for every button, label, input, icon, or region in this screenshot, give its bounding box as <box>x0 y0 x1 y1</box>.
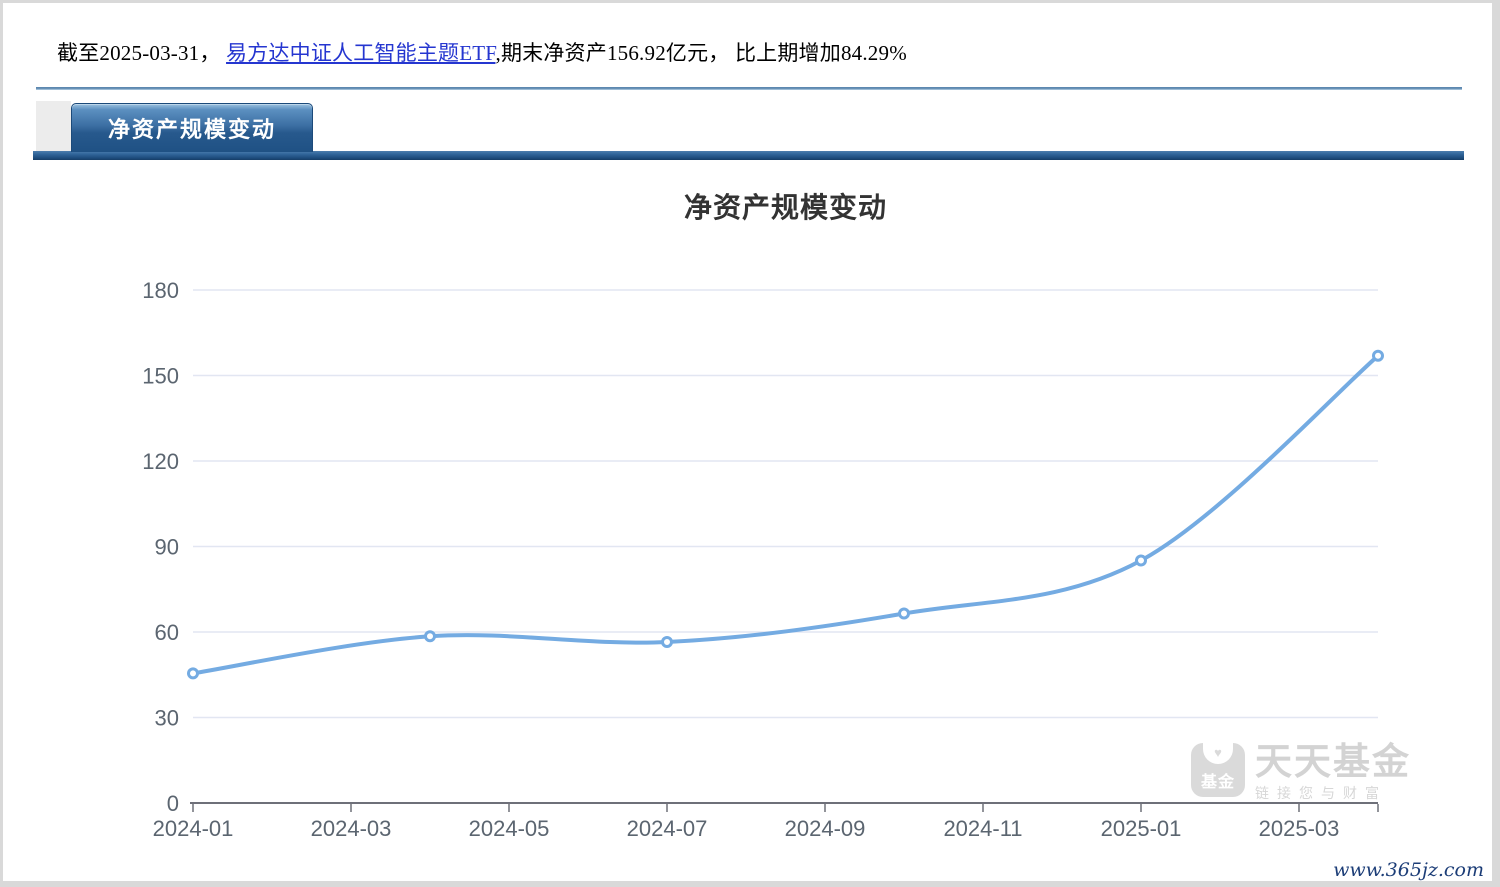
header-divider <box>36 87 1462 90</box>
data-point[interactable] <box>1372 349 1384 362</box>
y-axis-label: 180 <box>142 278 179 303</box>
site-url: www.365jz.com <box>1333 859 1484 881</box>
logo-text: 基金 <box>1200 774 1235 791</box>
y-axis-label: 120 <box>142 449 179 474</box>
brand-slogan: 链接您与财富 <box>1255 785 1387 801</box>
tab-net-asset-change[interactable]: 净资产规模变动 <box>71 103 313 152</box>
x-axis-label: 2024-07 <box>627 816 708 841</box>
data-point[interactable] <box>187 667 199 680</box>
tab-strip-bar <box>33 151 1464 160</box>
x-axis-label: 2024-01 <box>153 816 234 841</box>
fund-link[interactable]: 易方达中证人工智能主题ETF <box>226 41 496 65</box>
data-point[interactable] <box>898 607 910 620</box>
header-summary: 截至2025-03-31， 易方达中证人工智能主题ETF,期末净资产156.92… <box>57 37 907 67</box>
chart-title: 净资产规模变动 <box>683 192 887 223</box>
y-axis-label: 150 <box>142 364 179 389</box>
data-point[interactable] <box>661 635 673 648</box>
data-point[interactable] <box>1135 554 1147 567</box>
series-line <box>191 353 1380 676</box>
y-axis-label: 30 <box>155 706 179 731</box>
data-point[interactable] <box>424 630 436 643</box>
chart-svg: 0 30 60 90 120 150 180 2024-01 2024-03 2024-05 202… <box>142 278 1384 841</box>
fund-logo-icon: ♥ 基金 <box>1191 743 1245 797</box>
brand-name: 天天基金 <box>1255 741 1411 782</box>
watermark-text: 天天基金 链接您与财富 <box>1255 743 1411 803</box>
tab-label: 净资产规模变动 <box>107 117 276 142</box>
x-axis-label: 2024-03 <box>311 816 392 841</box>
y-axis-label: 0 <box>167 791 179 816</box>
header-suffix: ,期末净资产156.92亿元， 比上期增加84.29% <box>495 41 907 65</box>
y-axis-label: 90 <box>155 535 179 560</box>
tab-strip-stub <box>36 101 71 151</box>
heart-icon: ♥ <box>1203 743 1233 764</box>
x-axis-label: 2025-03 <box>1259 816 1340 841</box>
watermark: ♥ 基金 天天基金 链接您与财富 <box>1191 743 1411 803</box>
x-axis-label: 2024-05 <box>469 816 550 841</box>
header-prefix: 截至2025-03-31， <box>57 41 227 65</box>
x-axis-label: 2025-01 <box>1101 816 1182 841</box>
x-axis-label: 2024-09 <box>785 816 866 841</box>
x-axis-label: 2024-11 <box>943 816 1022 841</box>
y-axis-label: 60 <box>155 620 179 645</box>
